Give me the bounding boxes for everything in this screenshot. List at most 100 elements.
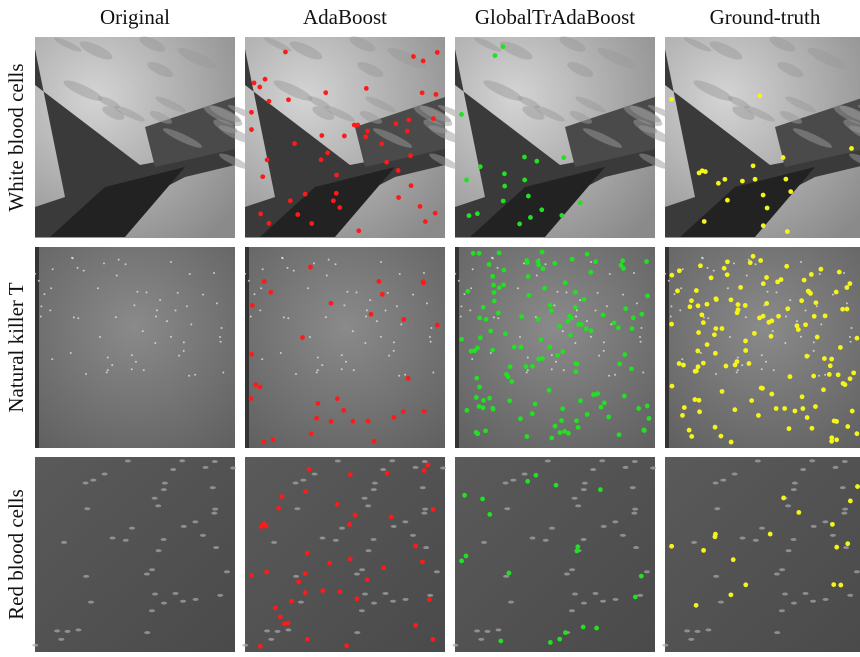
speck bbox=[216, 302, 218, 304]
detection bbox=[389, 515, 394, 520]
detection bbox=[487, 262, 492, 267]
detection bbox=[675, 289, 680, 294]
detection bbox=[827, 372, 832, 377]
detection bbox=[354, 596, 359, 601]
detection bbox=[539, 207, 544, 212]
detection bbox=[558, 430, 563, 435]
speck bbox=[775, 291, 777, 293]
speck bbox=[346, 291, 348, 293]
speck bbox=[715, 373, 717, 375]
detection bbox=[573, 361, 578, 366]
detection bbox=[396, 195, 401, 200]
detection bbox=[781, 496, 786, 501]
detection bbox=[622, 394, 627, 399]
speck bbox=[155, 315, 157, 317]
speck bbox=[430, 327, 432, 329]
cell bbox=[83, 575, 89, 578]
detection bbox=[408, 153, 413, 158]
detection bbox=[497, 285, 502, 290]
cell bbox=[354, 631, 360, 634]
detection bbox=[581, 297, 586, 302]
speck bbox=[492, 257, 494, 259]
cell bbox=[785, 504, 791, 507]
cell bbox=[612, 520, 618, 523]
speck bbox=[603, 341, 605, 343]
detection bbox=[464, 408, 469, 413]
detection bbox=[714, 297, 719, 302]
detection bbox=[696, 364, 701, 369]
detection bbox=[774, 406, 779, 411]
speck bbox=[213, 272, 215, 274]
speck bbox=[250, 316, 252, 318]
speck bbox=[846, 302, 848, 304]
speck bbox=[287, 267, 289, 269]
speck bbox=[832, 294, 834, 296]
detection bbox=[435, 323, 440, 328]
cell bbox=[811, 525, 817, 528]
cell bbox=[389, 459, 395, 462]
speck bbox=[639, 336, 641, 338]
cell bbox=[791, 488, 797, 491]
cell bbox=[155, 504, 161, 507]
detection bbox=[595, 391, 600, 396]
cell bbox=[403, 598, 409, 601]
speck bbox=[463, 293, 465, 295]
speck bbox=[259, 309, 261, 311]
detection bbox=[698, 263, 703, 268]
detection bbox=[401, 317, 406, 322]
detection bbox=[477, 316, 482, 321]
detection bbox=[761, 193, 766, 198]
detection bbox=[554, 483, 559, 488]
detection bbox=[697, 409, 702, 414]
speck bbox=[404, 374, 406, 376]
detection bbox=[639, 312, 644, 317]
cell bbox=[58, 638, 64, 641]
detection bbox=[764, 301, 769, 306]
detection bbox=[810, 426, 815, 431]
detection bbox=[365, 129, 370, 134]
speck bbox=[321, 364, 323, 366]
speck bbox=[317, 357, 319, 359]
speck bbox=[755, 263, 757, 265]
speck bbox=[186, 305, 188, 307]
detection bbox=[334, 173, 339, 178]
cell bbox=[362, 593, 368, 596]
speck bbox=[364, 342, 366, 344]
speck bbox=[399, 273, 401, 275]
detection bbox=[729, 592, 734, 597]
detection bbox=[805, 415, 810, 420]
detection bbox=[547, 345, 552, 350]
detection bbox=[713, 326, 718, 331]
cell bbox=[152, 497, 158, 500]
cell bbox=[366, 549, 372, 552]
detection bbox=[775, 279, 780, 284]
detection bbox=[344, 643, 349, 648]
detection bbox=[761, 314, 766, 319]
detection bbox=[796, 510, 801, 515]
cell bbox=[275, 630, 281, 633]
detection bbox=[409, 183, 414, 188]
detection bbox=[273, 606, 278, 611]
detection bbox=[541, 266, 546, 271]
detection bbox=[855, 336, 860, 341]
detection bbox=[850, 409, 855, 414]
detection bbox=[722, 266, 727, 271]
cell bbox=[149, 609, 155, 612]
detection bbox=[823, 313, 828, 318]
detection bbox=[581, 625, 586, 630]
cell bbox=[593, 592, 599, 595]
speck bbox=[819, 273, 821, 275]
speck bbox=[170, 336, 172, 338]
detection bbox=[261, 440, 266, 445]
speck bbox=[519, 336, 521, 338]
detection bbox=[366, 419, 371, 424]
speck bbox=[262, 268, 264, 270]
detection bbox=[539, 337, 544, 342]
detection bbox=[329, 419, 334, 424]
detection bbox=[575, 544, 580, 549]
detection bbox=[283, 50, 288, 55]
detection bbox=[617, 362, 622, 367]
speck bbox=[380, 336, 382, 338]
speck bbox=[553, 304, 555, 306]
speck bbox=[40, 316, 42, 318]
